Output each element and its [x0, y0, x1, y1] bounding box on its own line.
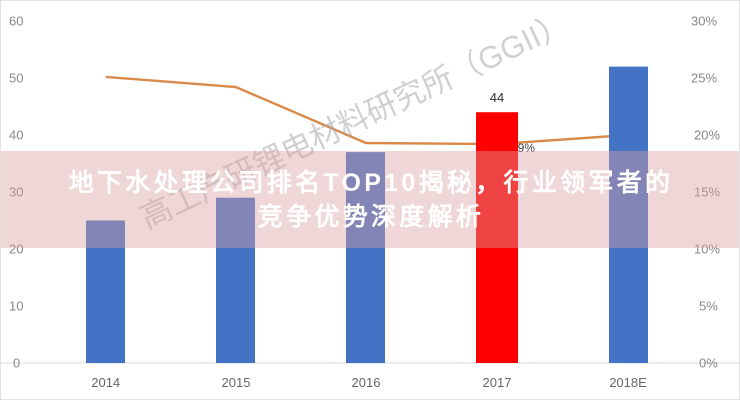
- svg-text:0: 0: [13, 356, 20, 371]
- svg-text:10: 10: [9, 299, 23, 314]
- svg-text:2015: 2015: [222, 375, 251, 390]
- svg-text:30%: 30%: [691, 14, 717, 29]
- svg-text:2016: 2016: [352, 375, 381, 390]
- svg-text:2017: 2017: [483, 375, 512, 390]
- svg-text:25%: 25%: [691, 71, 717, 86]
- svg-text:2014: 2014: [91, 375, 120, 390]
- svg-text:44: 44: [490, 90, 504, 105]
- svg-text:0%: 0%: [699, 356, 718, 371]
- svg-text:40: 40: [9, 128, 23, 143]
- svg-text:50: 50: [9, 71, 23, 86]
- svg-text:5%: 5%: [699, 299, 718, 314]
- svg-text:2018E: 2018E: [609, 375, 647, 390]
- svg-text:60: 60: [9, 14, 23, 29]
- svg-text:20%: 20%: [694, 128, 720, 143]
